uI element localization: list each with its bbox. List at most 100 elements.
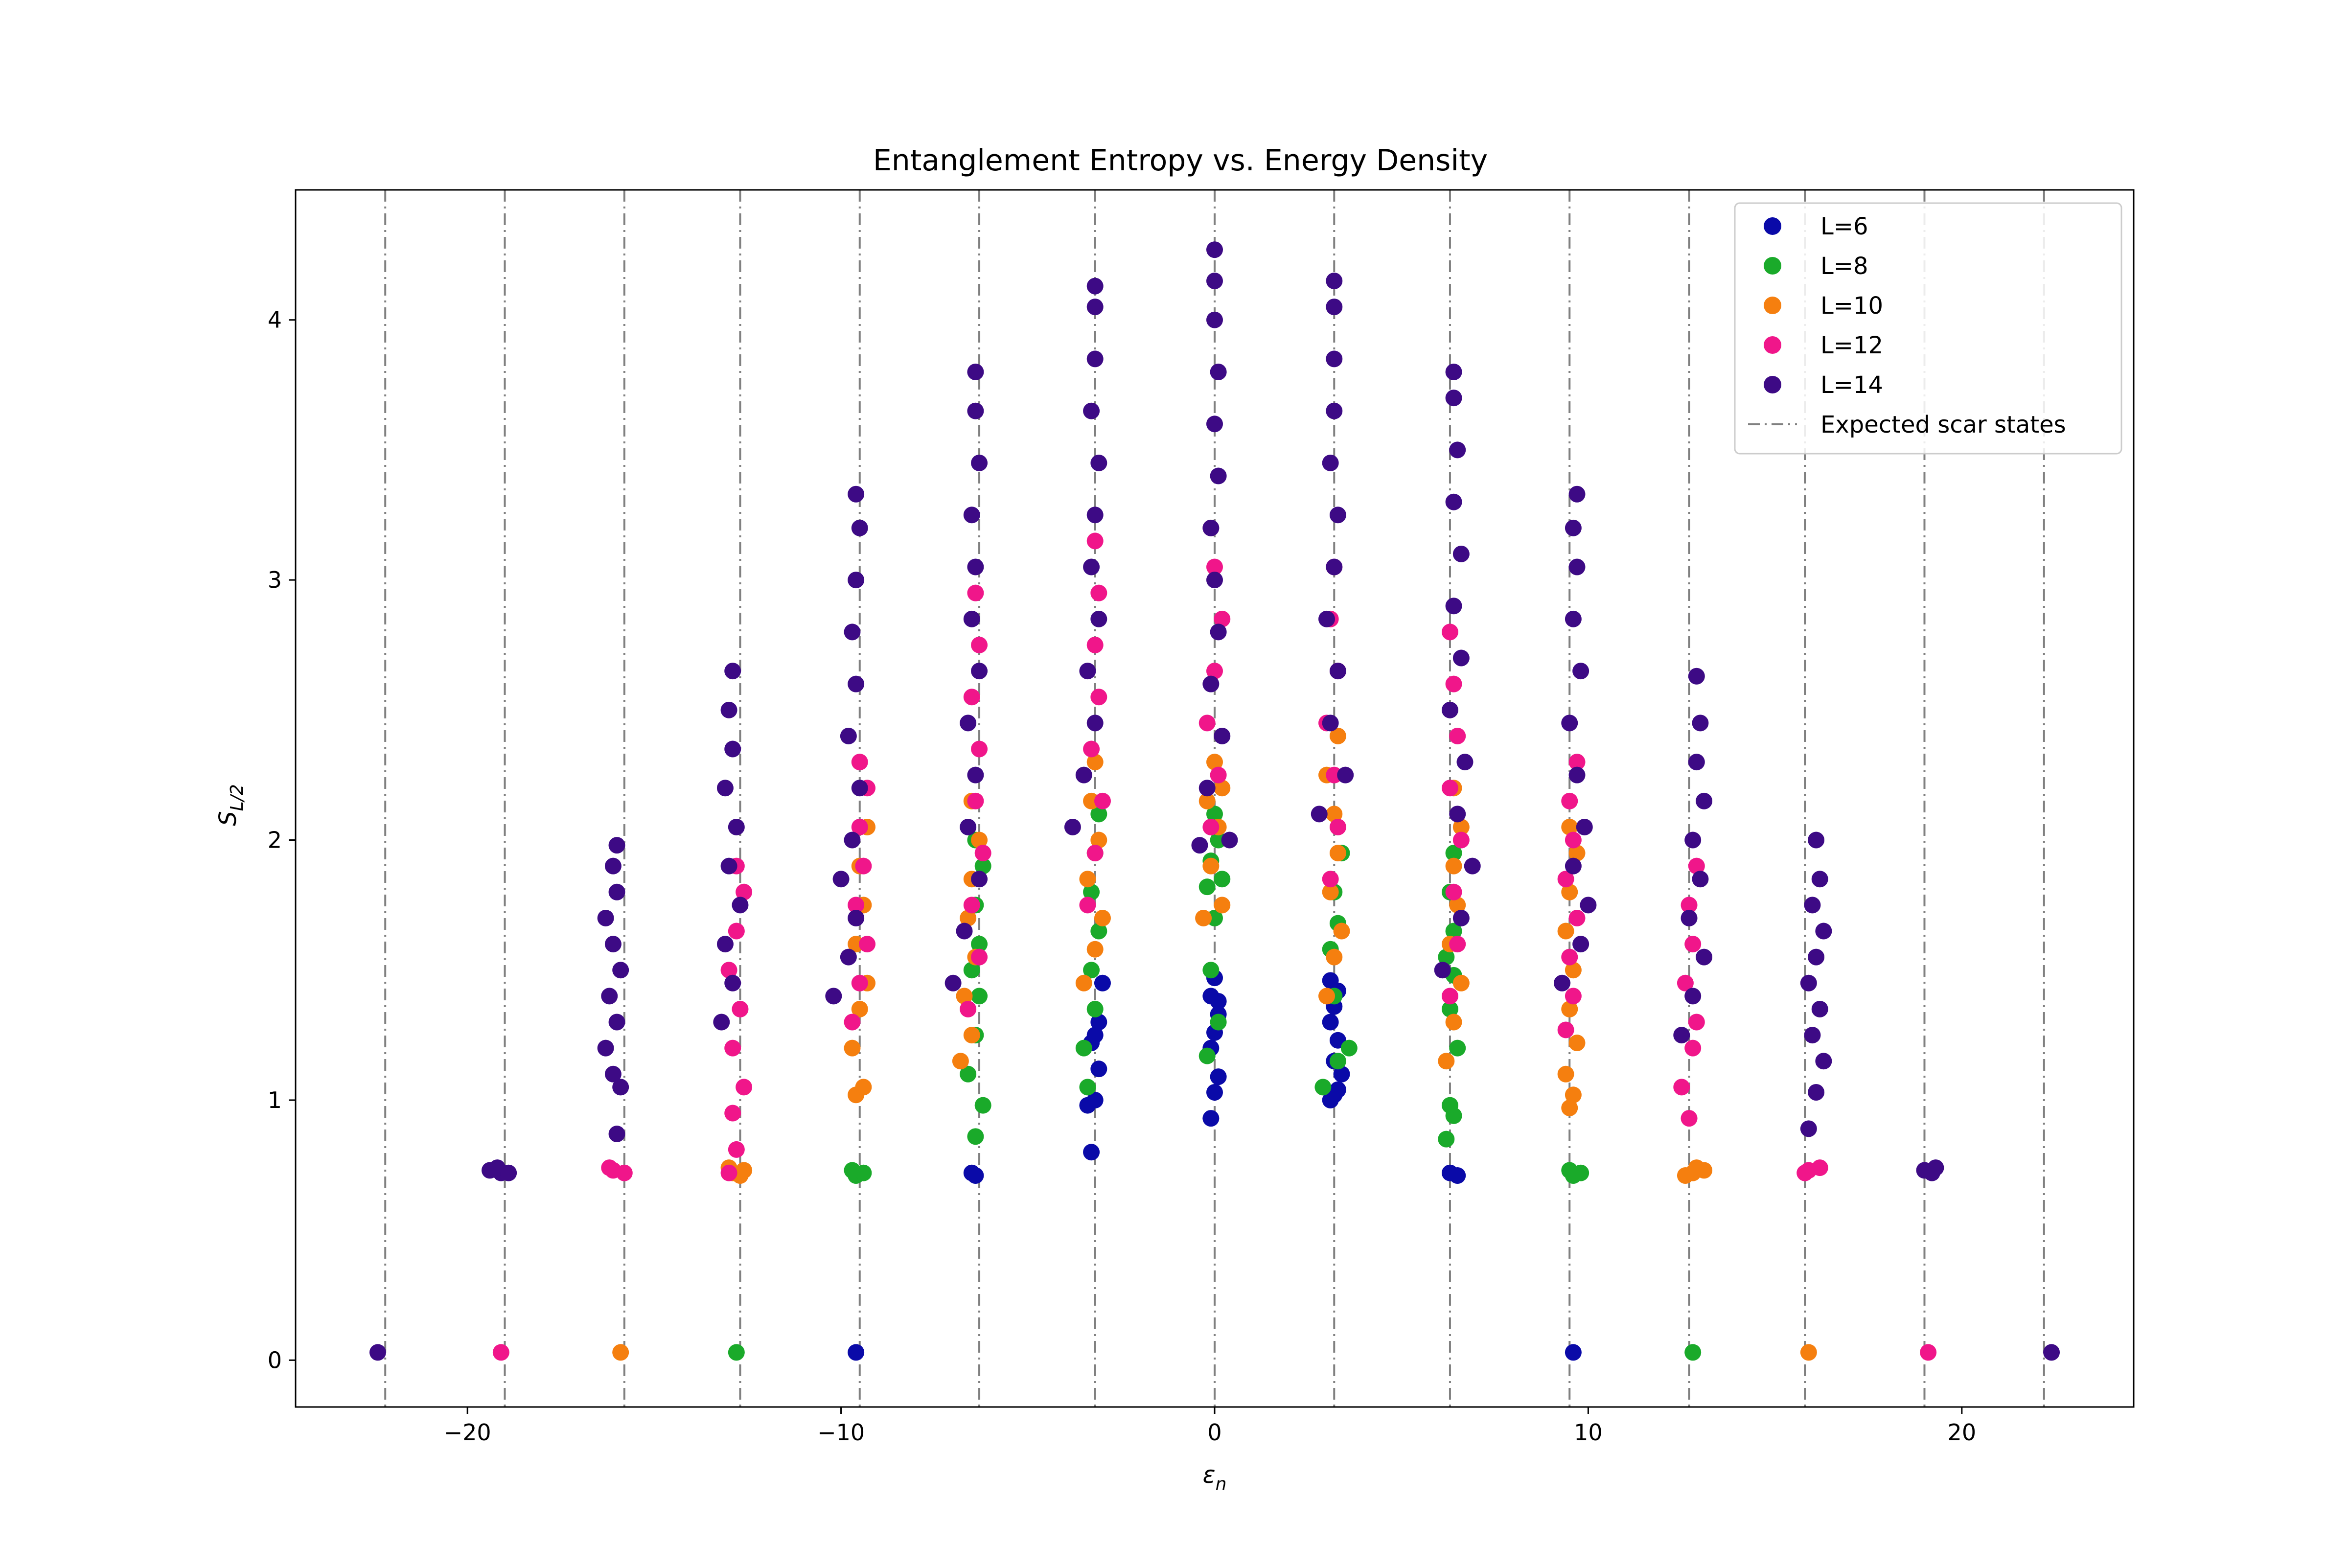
data-point <box>1086 845 1104 862</box>
data-point <box>736 883 753 900</box>
data-point <box>720 701 737 718</box>
data-point <box>1075 766 1092 784</box>
data-point <box>1580 897 1597 914</box>
data-point <box>1565 1344 1582 1361</box>
data-point <box>1326 948 1343 966</box>
data-point <box>1329 727 1346 744</box>
data-point <box>851 519 868 536</box>
data-point <box>1565 610 1582 627</box>
data-point <box>1804 1027 1821 1044</box>
data-point <box>1210 1068 1227 1085</box>
data-point <box>1553 974 1570 992</box>
data-point <box>720 1164 737 1181</box>
legend-label: L=10 <box>1820 292 1883 320</box>
data-point <box>1086 299 1104 316</box>
data-point <box>1464 857 1481 875</box>
data-point <box>1445 363 1462 380</box>
data-point <box>1214 610 1231 627</box>
data-point <box>1688 668 1705 685</box>
data-point <box>1079 663 1096 680</box>
data-point <box>1565 962 1582 979</box>
data-point <box>1206 754 1223 771</box>
data-point <box>848 485 865 503</box>
data-point <box>1811 871 1828 888</box>
data-point <box>1800 1120 1817 1137</box>
data-point <box>848 572 865 589</box>
data-point <box>967 558 984 576</box>
data-point <box>1804 897 1821 914</box>
legend-label: L=12 <box>1820 332 1883 359</box>
data-point <box>840 727 857 744</box>
data-point <box>1452 909 1470 926</box>
data-point <box>1449 806 1466 823</box>
x-tick-label: −10 <box>817 1419 865 1446</box>
data-point <box>1438 1130 1455 1148</box>
data-point <box>1441 623 1458 641</box>
data-point <box>963 689 980 706</box>
data-point <box>1086 754 1104 771</box>
data-point <box>844 1162 861 1179</box>
legend: L=6 L=8 L=10 L=12 L=14 Expected scar states <box>1734 202 2122 455</box>
data-point <box>1681 897 1698 914</box>
data-point <box>1568 845 1586 862</box>
data-point <box>967 792 984 809</box>
data-point <box>1083 402 1100 419</box>
data-point <box>1083 883 1100 900</box>
data-point <box>612 1079 629 1096</box>
data-point <box>716 936 734 953</box>
y-axis-label: SL/2 <box>214 784 247 826</box>
data-point <box>967 1128 984 1145</box>
legend-marker <box>1764 376 1781 393</box>
data-point <box>1445 883 1462 900</box>
data-point <box>1452 974 1470 992</box>
data-point <box>974 845 991 862</box>
data-point <box>1206 311 1223 328</box>
data-point <box>1086 1091 1104 1108</box>
data-point <box>1333 1065 1350 1083</box>
data-point <box>1434 962 1451 979</box>
data-point <box>960 1000 977 1017</box>
data-point <box>1677 974 1694 992</box>
data-point <box>1800 974 1817 992</box>
data-point <box>1210 623 1227 641</box>
data-point <box>1202 1110 1220 1127</box>
data-point <box>1449 1039 1466 1057</box>
data-point <box>608 837 625 854</box>
data-point <box>500 1164 517 1181</box>
data-point <box>825 988 842 1005</box>
data-point <box>608 883 625 900</box>
data-point <box>1318 610 1336 627</box>
data-point <box>855 857 872 875</box>
data-point <box>1094 974 1111 992</box>
data-point <box>1206 1084 1223 1101</box>
data-point <box>1206 415 1223 433</box>
data-point <box>952 1053 969 1070</box>
data-point <box>1329 845 1346 862</box>
data-point <box>1090 610 1107 627</box>
data-point <box>1808 831 1825 849</box>
data-point <box>963 962 980 979</box>
data-point <box>971 988 988 1005</box>
data-point <box>967 584 984 601</box>
data-point <box>612 1344 629 1361</box>
data-point <box>1198 1047 1216 1064</box>
data-point <box>724 1039 741 1057</box>
series-l14 <box>369 241 2060 1361</box>
data-point <box>1094 792 1111 809</box>
data-point <box>1322 454 1339 471</box>
data-point <box>1445 493 1462 510</box>
data-point <box>855 1079 872 1096</box>
data-point <box>1322 883 1339 900</box>
data-point <box>1808 1084 1825 1101</box>
data-point <box>369 1344 386 1361</box>
data-point <box>1452 545 1470 562</box>
data-point <box>1688 857 1705 875</box>
data-point <box>1191 837 1208 854</box>
data-point <box>1438 948 1455 966</box>
data-point <box>1452 649 1470 667</box>
data-point <box>1565 831 1582 849</box>
data-point <box>971 936 988 953</box>
data-point <box>1326 350 1343 368</box>
data-point <box>956 988 973 1005</box>
data-point <box>1456 754 1474 771</box>
